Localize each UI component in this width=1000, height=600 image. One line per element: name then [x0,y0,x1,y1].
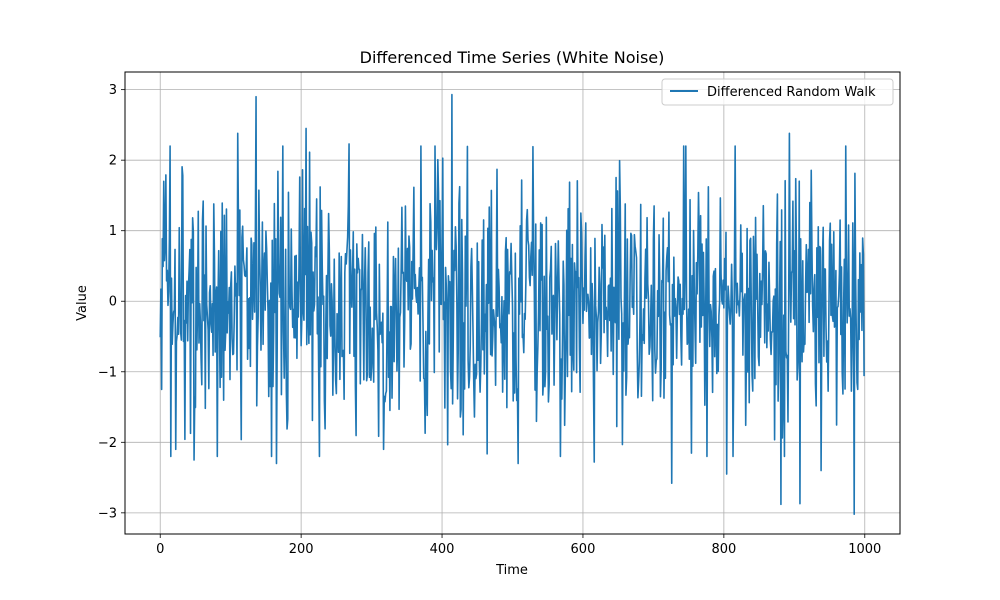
plot-frame [124,71,901,535]
y-axis-label: Value [75,285,90,321]
y-tick-label: 1 [109,224,117,239]
series-layer [159,93,865,516]
y-tick-label: −1 [98,365,117,380]
x-axis-ticks: 0 200 400 600 800 1000 [156,534,881,557]
x-axis-label: Time [495,563,528,578]
legend-box [661,78,894,106]
y-tick-label: 3 [109,83,117,98]
x-tick-label: 200 [289,542,314,557]
series-line-0 [159,93,865,516]
legend-label: Differenced Random Walk [707,85,876,100]
chart-title: Differenced Time Series (White Noise) [360,48,665,67]
x-tick-label: 400 [430,542,455,557]
legend: Differenced Random Walk [661,78,894,106]
y-tick-label: −3 [98,506,117,521]
x-tick-label: 600 [571,542,596,557]
y-tick-label: −2 [98,436,117,451]
y-axis-ticks: −3 −2 −1 0 1 2 3 [98,83,125,521]
x-tick-label: 1000 [848,542,881,557]
y-tick-label: 2 [109,154,117,169]
y-tick-label: 0 [109,295,117,310]
x-tick-label: 0 [156,542,164,557]
x-tick-label: 800 [711,542,736,557]
plot-area [124,71,901,535]
